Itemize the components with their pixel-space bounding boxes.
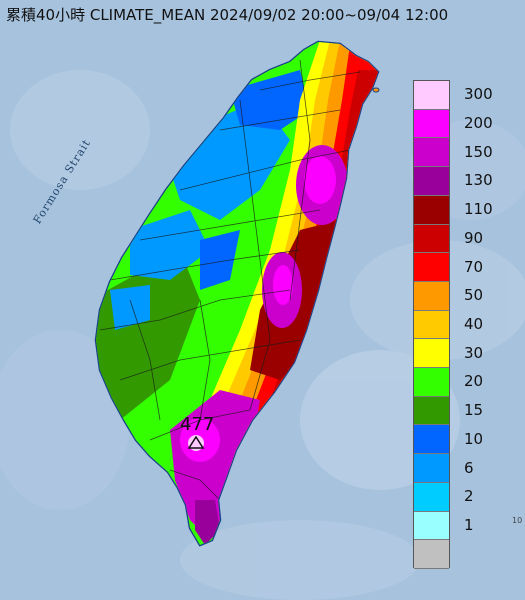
legend-swatch (414, 81, 449, 110)
legend-label: 1 (464, 515, 474, 534)
legend-swatch (414, 425, 449, 455)
max-rainfall-marker (187, 435, 205, 449)
legend-swatch (414, 224, 449, 254)
legend-swatch (414, 310, 449, 340)
outlying-island (372, 87, 380, 93)
rainfall-legend (413, 80, 450, 569)
legend-label: 130 (464, 171, 493, 190)
edge-label: 10 (512, 516, 523, 525)
legend-label: 2 (464, 487, 474, 506)
legend-label: 50 (464, 286, 484, 305)
max-rainfall-label: 477 (180, 414, 215, 435)
legend-swatch (414, 396, 449, 426)
legend-label: 90 (464, 228, 484, 247)
legend-swatch (414, 511, 449, 541)
legend-label: 10 (464, 429, 484, 448)
legend-swatch (414, 253, 449, 282)
legend-label: 110 (464, 200, 493, 219)
admin-boundaries (99, 59, 361, 501)
legend-label: 20 (464, 372, 484, 391)
legend-swatch (414, 454, 449, 483)
legend-swatch (414, 109, 449, 139)
legend-label: 15 (464, 401, 484, 420)
legend-swatch (414, 167, 449, 196)
legend-swatch (414, 281, 449, 311)
legend-label: 200 (464, 114, 493, 133)
map-title: 累積40小時 CLIMATE_MEAN 2024/09/02 20:00~09/… (6, 6, 449, 24)
legend-label: 300 (464, 85, 493, 104)
legend-swatch (414, 482, 449, 512)
legend-label: 30 (464, 343, 484, 362)
legend-label: 40 (464, 315, 484, 333)
legend-swatch (414, 138, 449, 168)
legend-label: 6 (464, 458, 474, 477)
legend-swatch (414, 368, 449, 397)
legend-swatch (414, 339, 449, 369)
legend-label: 150 (464, 142, 493, 161)
legend-swatch (414, 195, 449, 225)
legend-swatch (414, 540, 449, 569)
legend-label: 70 (464, 257, 484, 276)
